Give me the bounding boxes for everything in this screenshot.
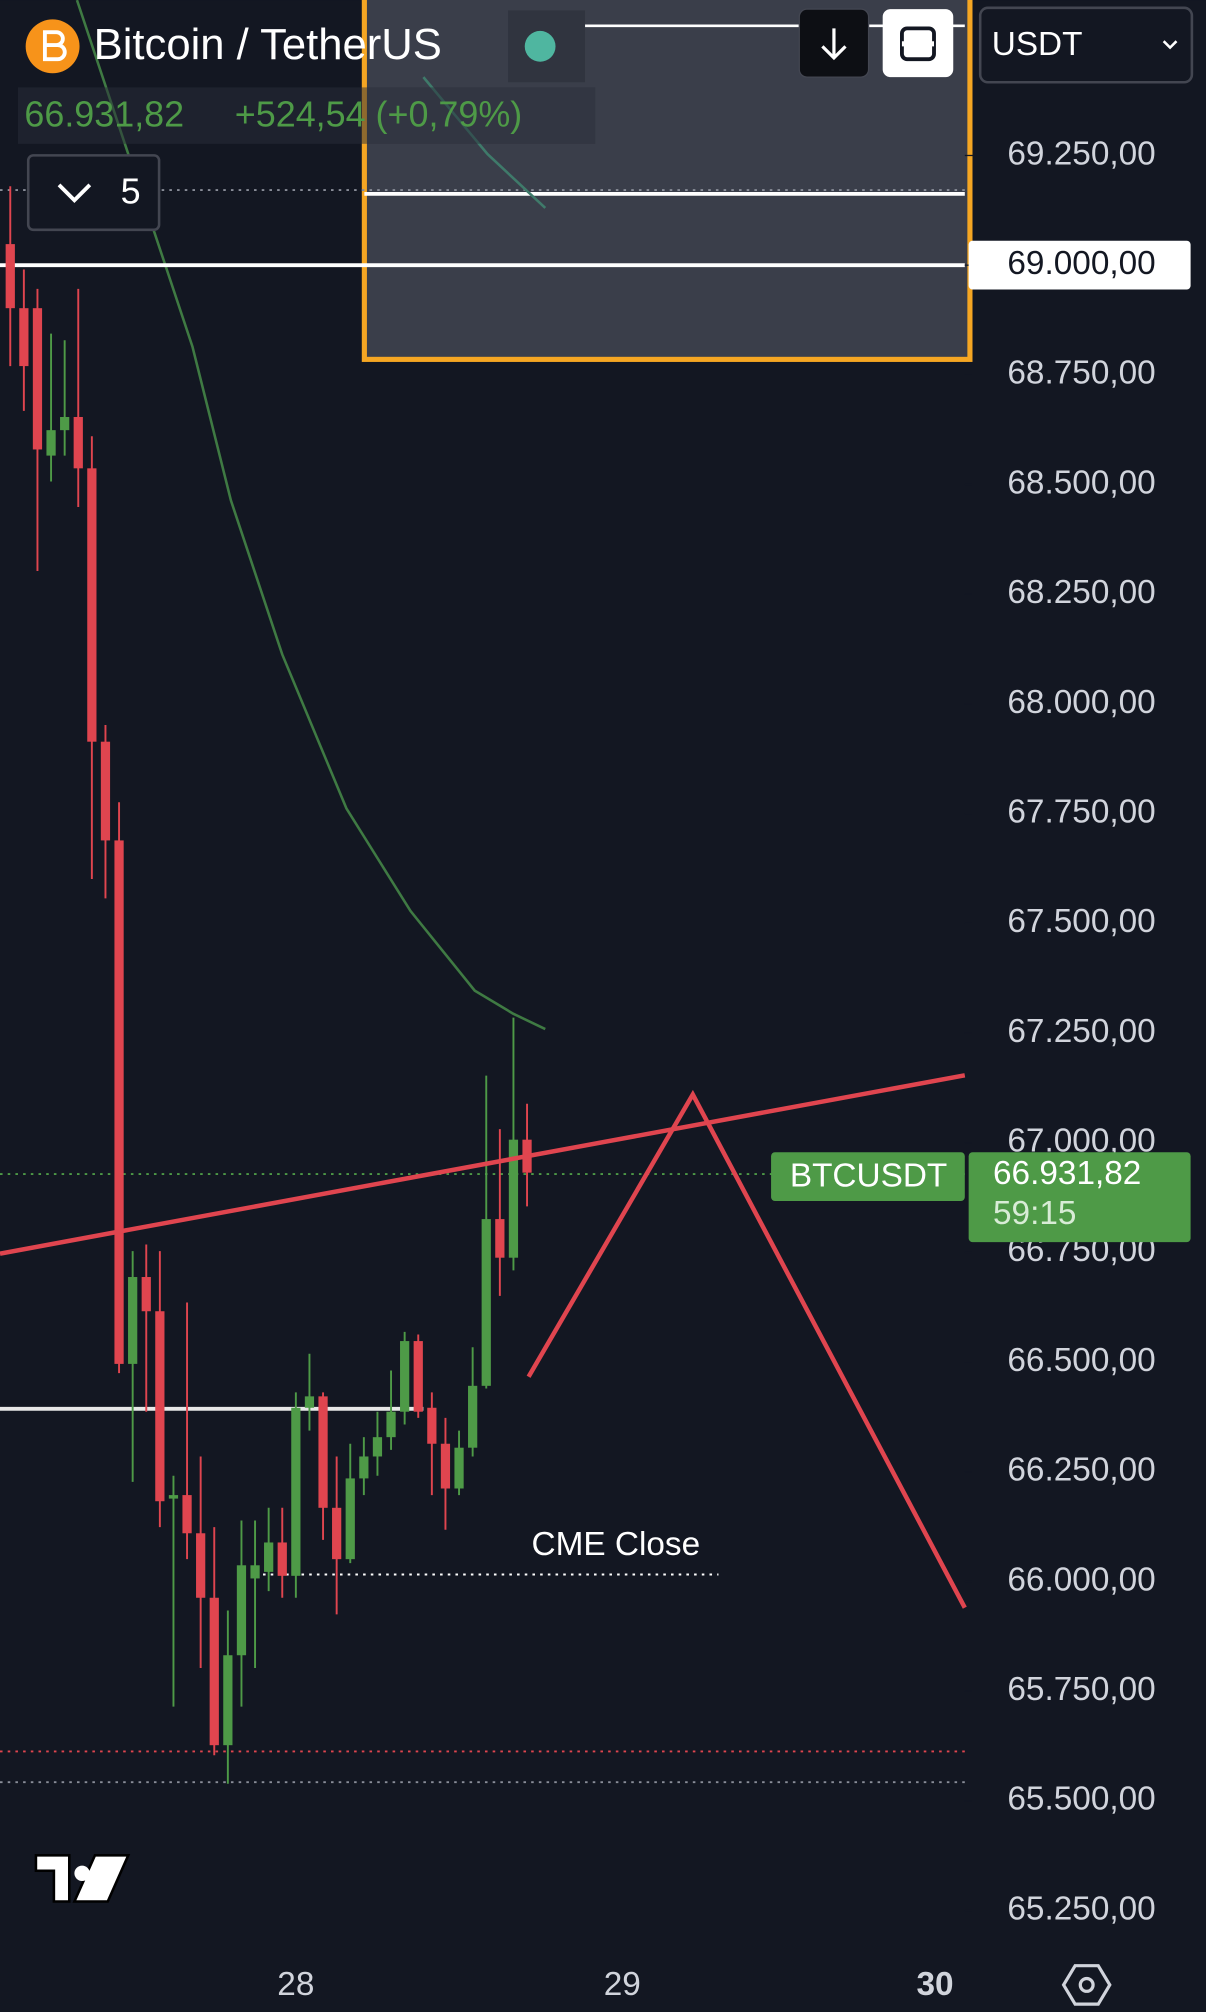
settings-button[interactable] — [1061, 1964, 1112, 2006]
y-tick-label: 67.500,00 — [1007, 903, 1155, 940]
y-tick-label: 67.250,00 — [1007, 1013, 1155, 1050]
candle-body — [87, 468, 97, 742]
level-tag — [968, 240, 1191, 290]
candle-body — [508, 1139, 519, 1258]
last-price-tag — [968, 1152, 1191, 1243]
x-tick-label: 28 — [277, 1966, 314, 2003]
y-tick-label: 68.000,00 — [1007, 684, 1155, 721]
candle-body — [32, 308, 43, 450]
candle-body — [304, 1396, 315, 1408]
y-tick-label: 65.500,00 — [1007, 1781, 1155, 1818]
level-tag-text: 69.000,00 — [1007, 245, 1155, 282]
candle-body — [468, 1385, 478, 1448]
candle-body — [46, 430, 56, 456]
download-icon — [821, 28, 847, 61]
settings-icon — [1078, 1976, 1095, 1993]
candle-body — [236, 1565, 247, 1656]
header-change: +524,54 (+0,79%) — [235, 93, 522, 134]
symbol-title: Bitcoin / TetherUS — [94, 21, 442, 69]
candle-body — [168, 1495, 179, 1499]
logo — [74, 1865, 90, 1881]
candle-body — [454, 1447, 464, 1489]
candle-body — [73, 416, 83, 469]
candle-body — [141, 1277, 151, 1312]
chevron — [1162, 40, 1178, 50]
candle-body — [264, 1542, 274, 1572]
candle-body — [155, 1311, 165, 1502]
candle-body — [277, 1542, 287, 1576]
candle-body — [386, 1411, 396, 1438]
y-tick-label: 65.750,00 — [1007, 1671, 1155, 1708]
chevron — [57, 183, 92, 204]
y-tick-label: 68.250,00 — [1007, 574, 1155, 611]
candle-body — [209, 1597, 219, 1746]
y-tick-label: 66.250,00 — [1007, 1452, 1155, 1489]
candle-body — [372, 1437, 383, 1457]
trendline — [0, 1073, 966, 1256]
zone-box — [361, 0, 973, 362]
indicator-toggle[interactable] — [26, 154, 161, 232]
plot — [0, 186, 965, 1784]
currency-select[interactable] — [978, 6, 1194, 84]
moving-average — [75, 0, 546, 1031]
last-price: 66.931,82 — [993, 1155, 1141, 1192]
candle-body — [250, 1565, 260, 1579]
symbol-tag-text: BTCUSDT — [790, 1158, 947, 1195]
annotation: CME Close — [532, 1526, 701, 1563]
price-bg — [17, 87, 596, 144]
candle-body — [400, 1341, 410, 1412]
candle-body — [318, 1396, 328, 1508]
y-tick-label: 68.500,00 — [1007, 464, 1155, 501]
candle-body — [440, 1443, 451, 1489]
candle-body — [182, 1495, 192, 1534]
y-tick-label: 69.250,00 — [1007, 135, 1155, 172]
candle-body — [481, 1219, 491, 1386]
header-price: 66.931,82 — [24, 93, 184, 134]
candle-body — [19, 308, 29, 367]
candle-body — [291, 1407, 301, 1576]
candle-body — [60, 416, 70, 431]
candle-body — [495, 1219, 505, 1258]
candle-body — [413, 1341, 423, 1412]
countdown: 59:15 — [993, 1195, 1076, 1232]
candle-body — [427, 1407, 437, 1444]
candle-body — [223, 1655, 233, 1746]
y-tick-label: 68.750,00 — [1007, 355, 1155, 392]
candle-body — [332, 1507, 342, 1560]
symbol-tag — [771, 1152, 965, 1202]
y-tick-label: 67.750,00 — [1007, 793, 1155, 830]
candle-body — [114, 840, 124, 1364]
coin-glyph — [42, 30, 67, 62]
y-tick-label: 66.000,00 — [1007, 1561, 1155, 1598]
y-tick-label: 65.250,00 — [1007, 1890, 1155, 1927]
currency: USDT — [992, 26, 1083, 63]
y-tick-label: 66.500,00 — [1007, 1342, 1155, 1379]
candle-body — [5, 244, 15, 309]
candle-body — [128, 1277, 138, 1364]
x-tick-label: 29 — [604, 1966, 641, 2003]
candle-body — [196, 1533, 206, 1598]
x-tick-label: 30 — [916, 1966, 953, 2003]
projection — [526, 1089, 967, 1609]
candle-body — [345, 1478, 355, 1560]
market-status — [524, 30, 556, 62]
indicator-count: 5 — [121, 170, 141, 211]
candle-body — [100, 741, 111, 841]
candle-body — [359, 1456, 369, 1479]
